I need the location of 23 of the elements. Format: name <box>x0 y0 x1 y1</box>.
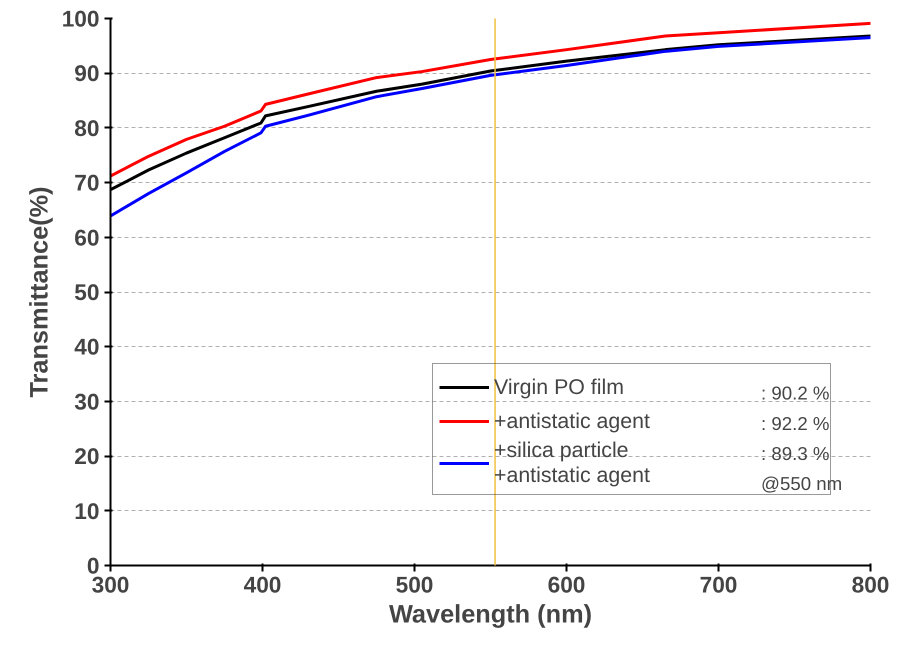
x-tick-label: 400 <box>244 572 282 598</box>
y-tick-label: 70 <box>74 170 100 196</box>
y-tick-label: 20 <box>74 443 100 470</box>
annotation: @550 nm <box>761 472 842 494</box>
line-series <box>110 22 870 178</box>
y-tick-label: 60 <box>74 224 100 250</box>
y-tick-label: 30 <box>74 388 100 414</box>
x-tick-label: 700 <box>700 572 738 598</box>
y-tick-label: 90 <box>74 60 100 86</box>
annotation: : 90.2 % <box>761 382 830 404</box>
line-series <box>110 36 870 218</box>
y-axis-title: Transmittance(%) <box>26 186 54 398</box>
x-tick-label: 500 <box>396 572 434 598</box>
x-tick-label: 600 <box>548 572 586 598</box>
x-tick-label: 800 <box>852 572 890 598</box>
annotation: : 92.2 % <box>761 412 830 434</box>
annotation: : 89.3 % <box>761 442 830 464</box>
y-tick-label: 100 <box>62 6 100 32</box>
y-tick-label: 40 <box>74 334 100 360</box>
x-axis-title: Wavelength (nm) <box>388 600 592 628</box>
y-tick-label: 10 <box>74 498 100 524</box>
y-tick-label: 80 <box>74 114 100 141</box>
y-tick-label: 50 <box>74 279 100 305</box>
